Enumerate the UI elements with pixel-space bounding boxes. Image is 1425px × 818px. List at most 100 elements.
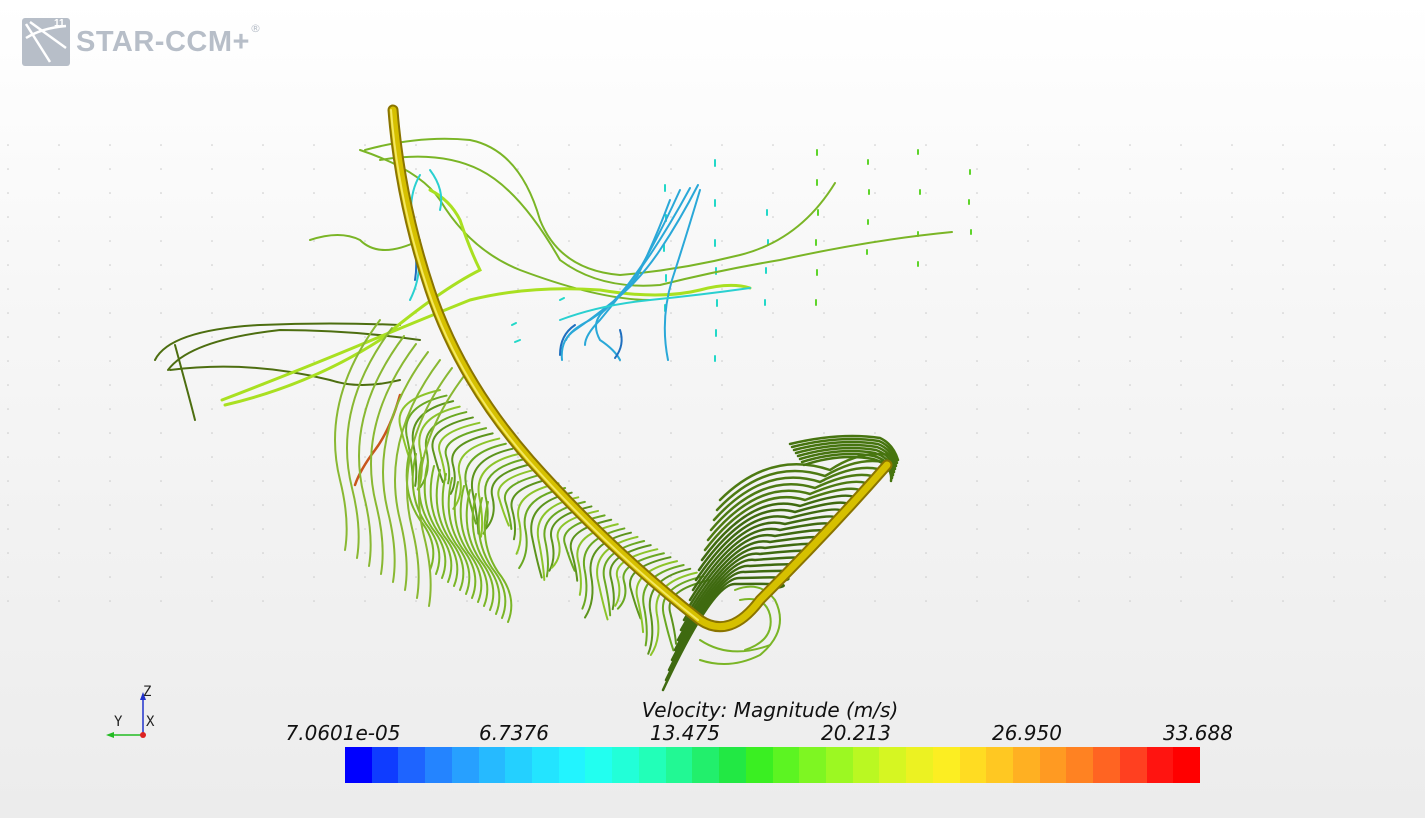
grid-dot (772, 408, 774, 410)
streamline (447, 477, 477, 599)
grid-dot (823, 216, 825, 218)
grid-dot (1180, 216, 1182, 218)
grid-dot (517, 144, 519, 146)
grid-dot (364, 192, 366, 194)
grid-dot (109, 216, 111, 218)
grid-dot (7, 168, 9, 170)
grid-dot (58, 432, 60, 434)
grid-dot (466, 408, 468, 410)
grid-dot (823, 312, 825, 314)
grid-dot (976, 336, 978, 338)
grid-dot (874, 504, 876, 506)
grid-dot (466, 192, 468, 194)
grid-dot (160, 168, 162, 170)
grid-dot (1078, 168, 1080, 170)
colorbar-swatch (692, 747, 720, 783)
grid-dot (466, 480, 468, 482)
grid-dot (1078, 384, 1080, 386)
grid-dot (1180, 432, 1182, 434)
grid-dot (1078, 360, 1080, 362)
background-dot-grid (7, 144, 1386, 602)
grid-dot (568, 480, 570, 482)
grid-dot (466, 312, 468, 314)
grid-dot (517, 504, 519, 506)
grid-dot (313, 480, 315, 482)
grid-dot (670, 144, 672, 146)
grid-dot (160, 312, 162, 314)
streamline (483, 501, 513, 623)
streamline (688, 522, 832, 602)
grid-dot (823, 192, 825, 194)
grid-dot (1333, 408, 1335, 410)
grid-dot (58, 576, 60, 578)
grid-dot (1027, 192, 1029, 194)
grid-dot (619, 576, 621, 578)
streamline (668, 579, 711, 645)
grid-dot (109, 384, 111, 386)
grid-dot (670, 240, 672, 242)
grid-dot (466, 264, 468, 266)
grid-dot (721, 288, 723, 290)
grid-dot (1384, 456, 1386, 458)
grid-dot (874, 192, 876, 194)
streamline (635, 560, 679, 634)
grid-dot (1231, 480, 1233, 482)
grid-dot (1333, 264, 1335, 266)
streamline (518, 486, 567, 570)
streamline (423, 461, 453, 583)
colorbar-swatch (825, 747, 853, 783)
grid-dot (466, 168, 468, 170)
grid-dot (1078, 192, 1080, 194)
grid-dot (721, 384, 723, 386)
grid-dot (1078, 216, 1080, 218)
grid-dot (364, 360, 366, 362)
grid-dot (1180, 600, 1182, 602)
grid-dot (1282, 264, 1284, 266)
streamline (629, 556, 672, 620)
streamline (406, 367, 453, 599)
grid-dot (364, 432, 366, 434)
grid-dot (1384, 360, 1386, 362)
grid-dot (721, 336, 723, 338)
grid-dot (160, 432, 162, 434)
grid-dot (1129, 264, 1131, 266)
right-streamline-sheet (661, 434, 900, 692)
streamline (346, 327, 393, 559)
streamline (661, 575, 705, 652)
grid-dot (415, 600, 417, 602)
colorbar-swatch (799, 747, 826, 783)
grid-dot (1180, 528, 1182, 530)
grid-dot (1282, 576, 1284, 578)
streamline (358, 335, 405, 567)
grid-dot (7, 144, 9, 146)
streamline (697, 501, 850, 572)
grid-dot (211, 216, 213, 218)
grid-dot (211, 312, 213, 314)
grid-dot (874, 264, 876, 266)
grid-dot (823, 240, 825, 242)
grid-dot (1129, 168, 1131, 170)
grid-dot (874, 168, 876, 170)
grid-dot (619, 144, 621, 146)
grid-dot (1333, 480, 1335, 482)
grid-dot (1078, 312, 1080, 314)
streamline (548, 505, 593, 572)
streamline (691, 515, 838, 592)
grid-dot (772, 216, 774, 218)
grid-dot (262, 216, 264, 218)
grid-dot (313, 264, 315, 266)
grid-dot (1384, 336, 1386, 338)
grid-dot (7, 552, 9, 554)
streamline (649, 571, 698, 656)
legend-tick-label: 6.7376 (478, 721, 549, 745)
grid-dot (211, 360, 213, 362)
colorbar-swatch (959, 747, 987, 783)
streamline (715, 459, 886, 512)
grid-dot (1078, 288, 1080, 290)
grid-dot (58, 168, 60, 170)
grid-dot (58, 312, 60, 314)
legend-tick-label: 20.213 (821, 721, 891, 745)
grid-dot (1231, 192, 1233, 194)
grid-dot (1231, 576, 1233, 578)
